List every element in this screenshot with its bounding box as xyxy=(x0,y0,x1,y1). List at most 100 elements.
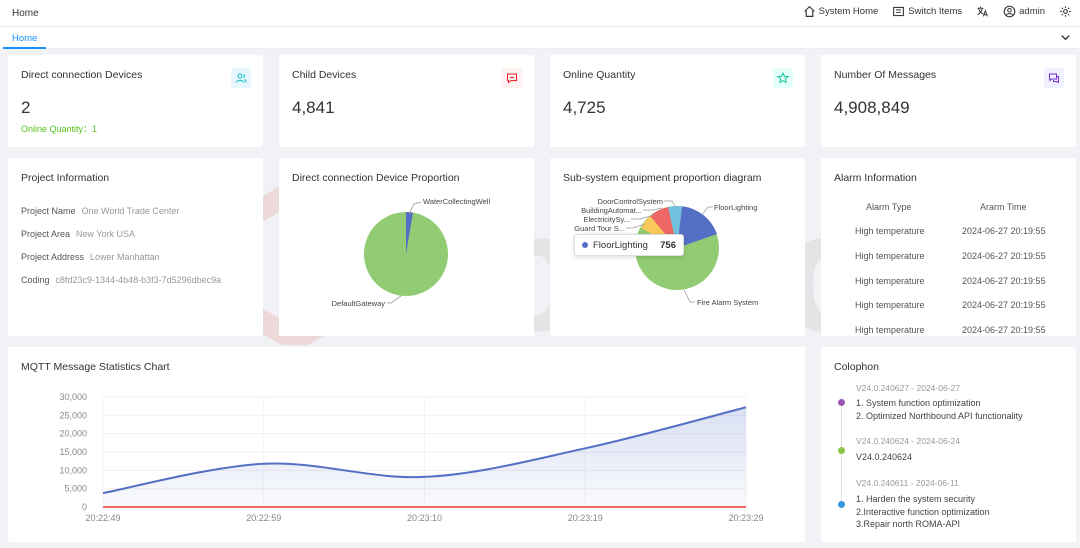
timeline-dot xyxy=(838,447,845,454)
alarm-row-type: High temperature xyxy=(855,300,925,310)
project-address-label: Project Address xyxy=(21,252,85,262)
tab-bar: Home xyxy=(0,27,1080,49)
messages-value: 4,908,849 xyxy=(834,98,910,117)
direct-devices-title: Direct connection Devices xyxy=(21,69,143,81)
label-electricity: ElectricitySy... xyxy=(583,215,630,224)
y-tick-label: 10,000 xyxy=(59,465,87,475)
line-door xyxy=(664,200,676,207)
system-home-link[interactable]: System Home xyxy=(803,5,879,18)
alarm-row-type: High temperature xyxy=(855,276,925,286)
messages-title: Number Of Messages xyxy=(834,69,937,81)
label-defaultgateway: DefaultGateway xyxy=(332,299,386,308)
colophon-note: 1. System function optimization xyxy=(856,398,981,408)
y-tick-label: 0 xyxy=(82,502,87,512)
timeline-dot xyxy=(838,501,845,508)
x-tick-label: 20:22:59 xyxy=(246,513,281,523)
y-tick-label: 30,000 xyxy=(59,392,87,402)
line-fire xyxy=(683,289,695,303)
x-tick-label: 20:23:29 xyxy=(728,513,763,523)
message-square-icon xyxy=(507,73,517,84)
colophon-note: 2. Optimized Northbound API functionalit… xyxy=(856,411,1023,421)
chat-icon xyxy=(1049,73,1059,84)
y-tick-label: 15,000 xyxy=(59,447,87,457)
tooltip-value: 756 xyxy=(660,239,676,251)
colophon-note: V24.0.240624 xyxy=(856,452,913,462)
alarm-row-type: High temperature xyxy=(855,325,925,335)
child-devices-title: Child Devices xyxy=(292,69,357,81)
online-quantity-note: Online Quantity：1 xyxy=(21,122,97,135)
line-electric xyxy=(631,214,655,220)
alarm-row-time: 2024-06-27 20:19:55 xyxy=(962,251,1046,261)
user-menu[interactable]: admin xyxy=(1003,5,1045,18)
alarm-row-time: 2024-06-27 20:19:55 xyxy=(962,226,1046,236)
tab-home[interactable]: Home xyxy=(3,27,47,49)
tooltip-name: FloorLighting xyxy=(593,239,648,251)
breadcrumb-home[interactable]: Home xyxy=(12,8,39,19)
user-icon xyxy=(1003,5,1016,18)
colophon-note: 3.Repair north ROMA-API xyxy=(856,519,961,529)
label-fire-alarm: Fire Alarm System xyxy=(697,298,758,307)
online-quantity-card: Online Quantity 4,725 xyxy=(550,55,805,147)
direct-proportion-title: Direct connection Device Proportion xyxy=(292,172,460,184)
colophon-card: Colophon V24.0.240627 - 2024-06-27 1. Sy… xyxy=(821,347,1076,542)
colophon-version: V24.0.240627 - 2024-06-27 xyxy=(856,383,960,393)
colophon-note: 2.Interactive function optimization xyxy=(856,507,990,517)
timeline-line xyxy=(841,407,842,507)
alarm-row-time: 2024-06-27 20:19:55 xyxy=(962,300,1046,310)
messages-card: Number Of Messages 4,908,849 xyxy=(821,55,1076,147)
label-line-watercollectingwell xyxy=(408,201,422,215)
direct-devices-icon-box xyxy=(231,68,251,88)
coding-label: Coding xyxy=(21,275,50,285)
mqtt-card: MQTT Message Statistics Chart 30,000 25,0… xyxy=(8,347,805,542)
label-floorlighting: FloorLighting xyxy=(714,203,757,212)
system-home-label: System Home xyxy=(818,6,879,17)
project-address-value: Lower Manhattan xyxy=(90,252,160,262)
gear-icon xyxy=(1060,6,1071,17)
online-quantity-title: Online Quantity xyxy=(563,69,636,81)
child-devices-value: 4,841 xyxy=(292,98,335,117)
project-area-row: Project Area New York USA xyxy=(21,229,135,239)
translate-icon xyxy=(977,6,988,17)
label-line-defaultgateway xyxy=(387,295,402,304)
settings-button[interactable] xyxy=(1059,5,1072,18)
colophon-title: Colophon xyxy=(834,361,879,373)
switch-icon xyxy=(893,6,905,17)
project-name-row: Project Name One World Trade Center xyxy=(21,206,179,216)
alarm-row-time: 2024-06-27 20:19:55 xyxy=(962,276,1046,286)
project-info-title: Project Information xyxy=(21,172,110,184)
pie-slice-floorlighting[interactable] xyxy=(677,206,717,248)
alarm-title: Alarm Information xyxy=(834,172,917,184)
label-doorcontrol: DoorControlSystem xyxy=(598,197,663,206)
top-bar: Home System Home Switch Items admin xyxy=(0,0,1080,27)
online-quantity-label: Online Quantity： xyxy=(21,124,93,134)
y-tick-label: 5,000 xyxy=(64,484,87,494)
pie-tooltip: FloorLighting 756 xyxy=(574,234,684,256)
alarm-col-type: Alarm Type xyxy=(866,202,912,212)
child-devices-icon-box xyxy=(502,68,522,88)
pie-slice-watercollectingwell[interactable] xyxy=(406,212,413,254)
x-tick-label: 20:23:19 xyxy=(568,513,603,523)
language-button[interactable] xyxy=(976,5,989,18)
direct-devices-card: Direct connection Devices 2 Online Quant… xyxy=(8,55,263,147)
timeline-dot xyxy=(838,399,845,406)
series-blue-line xyxy=(102,406,747,495)
user-name: admin xyxy=(1019,6,1045,17)
label-watercollectingwell: WaterCollectingWell xyxy=(423,197,490,206)
chevron-down-icon[interactable] xyxy=(1060,32,1071,43)
y-tick-label: 25,000 xyxy=(59,410,87,420)
x-tick-label: 20:23:10 xyxy=(407,513,442,523)
online-quantity-value-big: 4,725 xyxy=(563,98,606,117)
coding-row: Coding c8fd23c9-1344-4b48-b3f3-7d5296dbec… xyxy=(21,275,221,285)
online-quantity-value: 1 xyxy=(92,124,98,134)
messages-icon-box xyxy=(1044,68,1064,88)
star-icon xyxy=(777,72,789,84)
series-blue-area xyxy=(103,407,746,507)
switch-items-link[interactable]: Switch Items xyxy=(892,5,962,18)
pie-slice-doorcontrol[interactable] xyxy=(668,206,682,248)
project-area-label: Project Area xyxy=(21,229,71,239)
direct-proportion-card: Direct connection Device Proportion Wate… xyxy=(279,158,534,336)
colophon-version: V24.0.240611 - 2024-06-11 xyxy=(856,478,959,488)
project-address-row: Project Address Lower Manhattan xyxy=(21,252,160,262)
alarm-row-type: High temperature xyxy=(855,226,925,236)
project-info-card: Project Information Project Name One Worl… xyxy=(8,158,263,336)
